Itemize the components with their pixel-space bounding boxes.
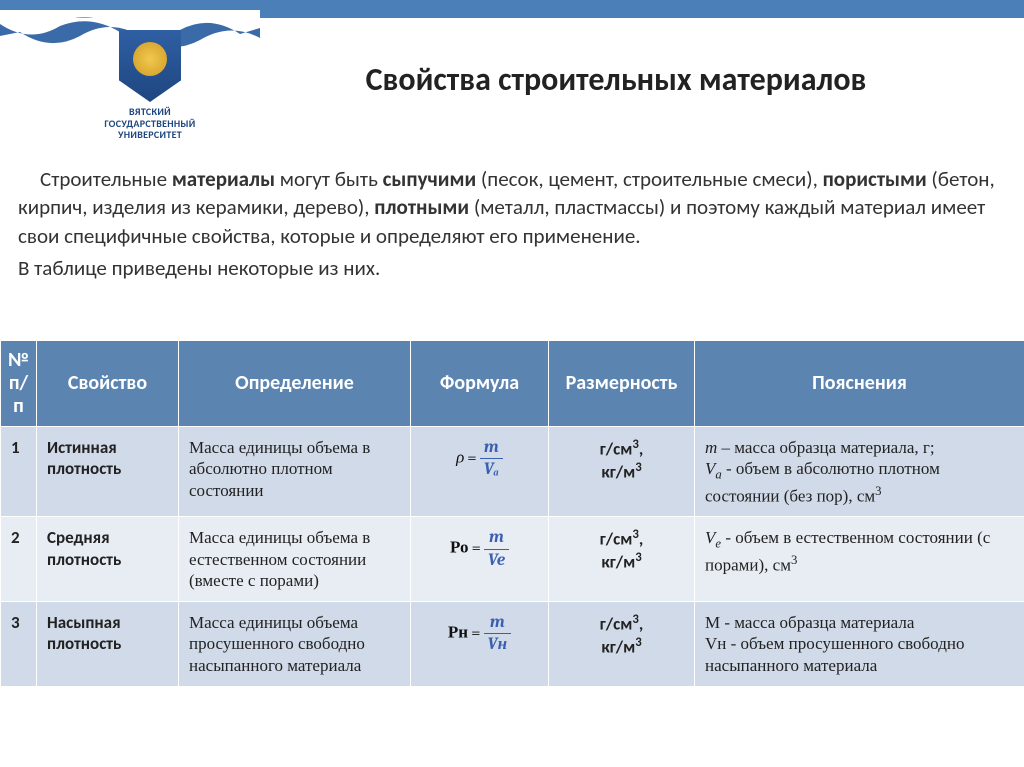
properties-table: № п/п Свойство Определение Формула Разме…: [0, 340, 1024, 687]
intro-text: Строительные материалы могут быть сыпучи…: [18, 165, 1006, 286]
th-prop: Свойство: [37, 341, 179, 427]
intro-bold: плотными: [374, 194, 469, 220]
intro-p2: В таблице приведены некоторые из них.: [18, 254, 1006, 282]
cell-prop: Средняя плотность: [37, 517, 179, 602]
cell-unit: г/см3,кг/м3: [549, 602, 695, 687]
cell-unit: г/см3,кг/м3: [549, 517, 695, 602]
cell-note: m – масса образца материала, г;Va - объе…: [695, 427, 1024, 517]
cell-def: Масса единицы объема в естественном сост…: [179, 517, 411, 602]
table-row: 1Истинная плотностьМасса единицы объема …: [1, 427, 1024, 517]
th-note: Пояснения: [695, 341, 1024, 427]
cell-num: 3: [1, 602, 37, 687]
intro-bold: пористыми: [823, 166, 927, 192]
cell-unit: г/см3,кг/м3: [549, 427, 695, 517]
table-body: 1Истинная плотностьМасса единицы объема …: [1, 427, 1024, 687]
intro-bold: материалы: [172, 166, 275, 192]
th-formula: Формула: [411, 341, 549, 427]
intro-span: могут быть: [275, 166, 383, 192]
table-header-row: № п/п Свойство Определение Формула Разме…: [1, 341, 1024, 427]
cell-def: Масса единицы объема просушенного свобод…: [179, 602, 411, 687]
cell-formula: Ро=mVe: [411, 517, 549, 602]
cell-num: 2: [1, 517, 37, 602]
table-row: 2Средняя плотностьМасса единицы объема в…: [1, 517, 1024, 602]
cell-def: Масса единицы объема в абсолютно плотном…: [179, 427, 411, 517]
cell-prop: Насыпная плотность: [37, 602, 179, 687]
university-logo: ВЯТСКИЙ ГОСУДАРСТВЕННЫЙ УНИВЕРСИТЕТ: [100, 30, 200, 141]
page-title: Свойства строительных материалов: [256, 60, 976, 99]
cell-num: 1: [1, 427, 37, 517]
th-def: Определение: [179, 341, 411, 427]
cell-formula: Рн=mVн: [411, 602, 549, 687]
intro-span: Строительные: [40, 166, 172, 192]
table-row: 3Насыпная плотностьМасса единицы объема …: [1, 602, 1024, 687]
crest-icon: [119, 30, 181, 102]
intro-bold: сыпучими: [383, 166, 477, 192]
cell-note: Ve - объем в естественном состоянии (с п…: [695, 517, 1024, 602]
intro-span: (песок, цемент, строительные смеси),: [476, 166, 822, 192]
uni-line3: УНИВЕРСИТЕТ: [118, 128, 182, 141]
cell-prop: Истинная плотность: [37, 427, 179, 517]
th-num: № п/п: [1, 341, 37, 427]
th-unit: Размерность: [549, 341, 695, 427]
cell-note: М - масса образца материалаVн - объем пр…: [695, 602, 1024, 687]
cell-formula: ρ=mVₐ: [411, 427, 549, 517]
